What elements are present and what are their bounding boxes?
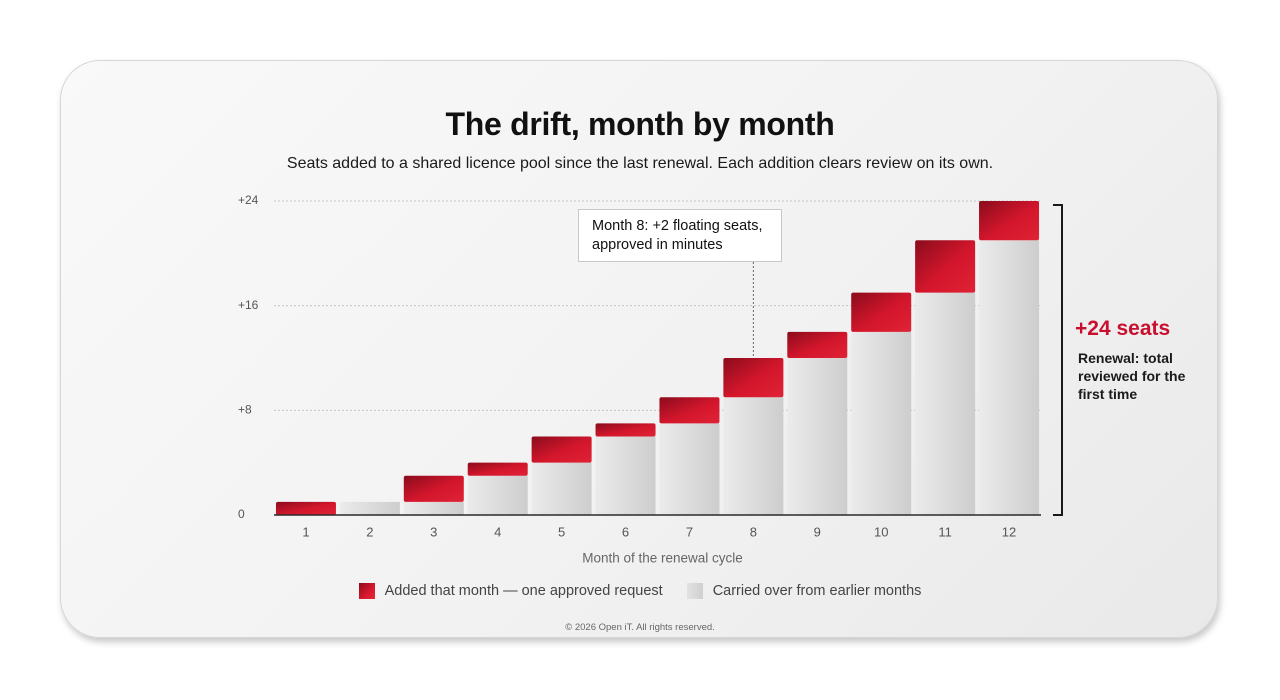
- copyright: © 2026 Open iT. All rights reserved.: [565, 622, 715, 633]
- bar-carried-month-9: [787, 358, 848, 515]
- month-8-callout: Month 8: +2 floating seats, approved in …: [578, 209, 782, 262]
- legend-swatch-carried: [686, 583, 703, 599]
- legend-item-added: Added that month — one approved request: [358, 583, 663, 599]
- bar-added-month-4: [467, 462, 528, 476]
- bar-added-month-10: [851, 292, 912, 332]
- chart-subtitle: Seats added to a shared licence pool sin…: [286, 155, 994, 172]
- callout-line-2: approved in minutes: [592, 237, 723, 253]
- chart-title: The drift, month by month: [445, 106, 835, 142]
- x-tick-label: 4: [494, 524, 501, 539]
- x-tick-label: 12: [1002, 524, 1016, 539]
- x-tick-label: 10: [874, 524, 888, 539]
- bar-carried-month-2: [339, 501, 400, 515]
- bar-added-month-3: [403, 475, 464, 502]
- y-tick-label: +16: [238, 298, 259, 312]
- bar-carried-month-8: [723, 397, 784, 515]
- bar-carried-month-11: [915, 292, 976, 515]
- total-seats-note: Renewal: total reviewed for the first ti…: [1078, 350, 1186, 402]
- x-tick-label: 8: [750, 524, 757, 539]
- total-bracket: [1053, 204, 1063, 516]
- bar-added-month-11: [915, 240, 976, 293]
- bar-added-month-5: [531, 436, 592, 463]
- bar-added-month-1: [275, 501, 336, 515]
- x-tick-label: 1: [302, 524, 309, 539]
- bar-carried-month-7: [659, 423, 720, 515]
- legend-item-carried: Carried over from earlier months: [686, 583, 922, 599]
- x-tick-label: 11: [938, 524, 952, 539]
- x-axis-title: Month of the renewal cycle: [582, 551, 743, 566]
- bar-carried-month-4: [467, 475, 528, 515]
- legend-label-carried: Carried over from earlier months: [712, 583, 922, 599]
- bar-added-month-9: [787, 331, 848, 358]
- x-tick-label: 7: [686, 524, 693, 539]
- chart-legend: Added that month — one approved request …: [0, 583, 1280, 599]
- legend-swatch-added: [358, 583, 375, 599]
- callout-line-1: Month 8: +2 floating seats,: [592, 218, 763, 234]
- bar-carried-month-3: [403, 501, 464, 515]
- y-tick-label: +24: [238, 193, 259, 207]
- bar-added-month-7: [659, 397, 720, 424]
- legend-label-added: Added that month — one approved request: [384, 583, 663, 599]
- total-seats-value: +24 seats: [1075, 317, 1171, 340]
- bar-added-month-8: [723, 358, 784, 398]
- x-tick-label: 2: [366, 524, 373, 539]
- y-tick-label: +8: [238, 403, 252, 417]
- bar-added-month-12: [979, 201, 1040, 241]
- bar-added-month-6: [595, 423, 656, 437]
- x-tick-label: 3: [430, 524, 437, 539]
- x-tick-label: 9: [814, 524, 821, 539]
- bar-carried-month-5: [531, 462, 592, 515]
- bar-carried-month-6: [595, 436, 656, 515]
- y-tick-label: 0: [238, 507, 245, 521]
- bar-carried-month-10: [851, 331, 912, 515]
- bar-carried-month-12: [979, 240, 1040, 515]
- x-tick-label: 5: [558, 524, 565, 539]
- x-tick-label: 6: [622, 524, 629, 539]
